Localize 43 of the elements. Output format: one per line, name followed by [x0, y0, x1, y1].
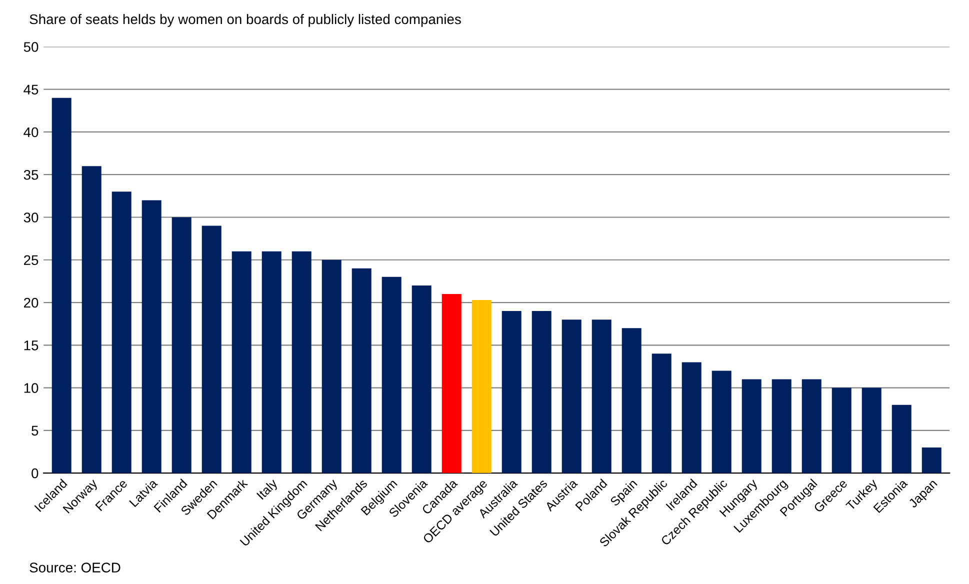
bar [802, 379, 822, 474]
y-tick-label: 25 [24, 255, 38, 266]
bar [592, 320, 612, 474]
bar [862, 388, 882, 474]
bar [322, 260, 342, 474]
y-tick-label: 0 [32, 468, 38, 478]
bar [712, 370, 732, 474]
y-tick-label: 30 [24, 212, 38, 222]
bar [292, 251, 312, 474]
bar [742, 379, 762, 474]
bar [532, 311, 552, 474]
bar [562, 320, 582, 474]
y-tick-label: 5 [32, 426, 38, 436]
bar [772, 379, 792, 474]
bar [892, 404, 912, 474]
y-tick-label: 40 [24, 127, 38, 138]
chart-title: Share of seats helds by women on boards of publicly listed companies [30, 14, 461, 27]
y-tick-label: 50 [24, 42, 38, 52]
y-tick-label: 20 [24, 298, 38, 308]
bar [262, 251, 282, 474]
y-tick-label: 15 [24, 340, 38, 350]
bar [202, 226, 222, 474]
y-tick-label: 45 [24, 84, 38, 95]
bar [352, 268, 372, 474]
bar [922, 447, 942, 474]
bar [622, 328, 642, 474]
bar [682, 362, 702, 474]
bar [172, 217, 192, 474]
bar [142, 200, 162, 474]
bar [412, 285, 432, 474]
bar [442, 294, 462, 474]
bar [112, 192, 132, 474]
y-tick-label: 10 [24, 383, 38, 393]
source-note: Source: OECD [30, 562, 120, 572]
bar [232, 251, 252, 474]
bar [652, 354, 672, 474]
bar [382, 276, 402, 474]
bar [52, 98, 72, 474]
bar [832, 388, 852, 474]
bar [472, 300, 492, 474]
y-tick-label: 35 [24, 170, 38, 180]
bar [502, 311, 522, 474]
bar [82, 166, 102, 474]
